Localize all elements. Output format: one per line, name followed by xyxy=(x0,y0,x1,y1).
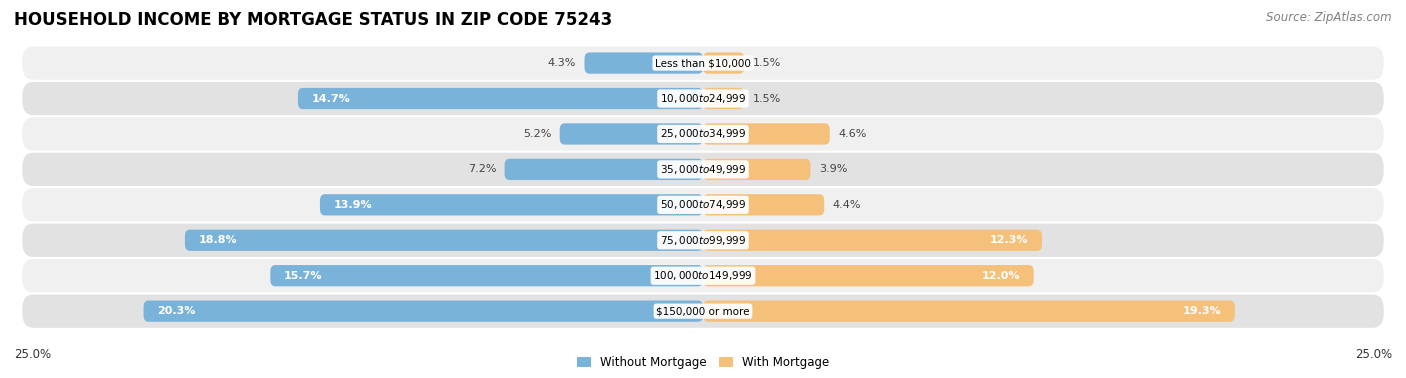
Text: $35,000 to $49,999: $35,000 to $49,999 xyxy=(659,163,747,176)
FancyBboxPatch shape xyxy=(703,194,824,215)
Text: 18.8%: 18.8% xyxy=(198,235,238,245)
Text: 15.7%: 15.7% xyxy=(284,271,322,281)
FancyBboxPatch shape xyxy=(298,88,703,109)
FancyBboxPatch shape xyxy=(703,123,830,145)
Text: 3.9%: 3.9% xyxy=(818,164,848,174)
Text: HOUSEHOLD INCOME BY MORTGAGE STATUS IN ZIP CODE 75243: HOUSEHOLD INCOME BY MORTGAGE STATUS IN Z… xyxy=(14,11,612,29)
Text: 5.2%: 5.2% xyxy=(523,129,551,139)
Text: 1.5%: 1.5% xyxy=(752,93,780,104)
Text: $25,000 to $34,999: $25,000 to $34,999 xyxy=(659,127,747,141)
FancyBboxPatch shape xyxy=(22,117,1384,150)
FancyBboxPatch shape xyxy=(143,301,703,322)
FancyBboxPatch shape xyxy=(703,53,744,74)
Text: $75,000 to $99,999: $75,000 to $99,999 xyxy=(659,234,747,247)
FancyBboxPatch shape xyxy=(186,230,703,251)
Text: 1.5%: 1.5% xyxy=(752,58,780,68)
Text: 19.3%: 19.3% xyxy=(1182,306,1220,316)
FancyBboxPatch shape xyxy=(505,159,703,180)
Text: $150,000 or more: $150,000 or more xyxy=(657,306,749,316)
Text: 4.6%: 4.6% xyxy=(838,129,866,139)
FancyBboxPatch shape xyxy=(321,194,703,215)
Text: 12.3%: 12.3% xyxy=(990,235,1028,245)
Text: $50,000 to $74,999: $50,000 to $74,999 xyxy=(659,198,747,211)
Text: Less than $10,000: Less than $10,000 xyxy=(655,58,751,68)
Text: Source: ZipAtlas.com: Source: ZipAtlas.com xyxy=(1267,11,1392,24)
FancyBboxPatch shape xyxy=(270,265,703,287)
Text: 25.0%: 25.0% xyxy=(1355,349,1392,361)
FancyBboxPatch shape xyxy=(22,82,1384,115)
Text: 4.3%: 4.3% xyxy=(548,58,576,68)
FancyBboxPatch shape xyxy=(703,88,744,109)
FancyBboxPatch shape xyxy=(703,301,1234,322)
FancyBboxPatch shape xyxy=(22,294,1384,328)
Text: 4.4%: 4.4% xyxy=(832,200,860,210)
FancyBboxPatch shape xyxy=(703,230,1042,251)
FancyBboxPatch shape xyxy=(22,259,1384,292)
FancyBboxPatch shape xyxy=(703,159,810,180)
FancyBboxPatch shape xyxy=(22,153,1384,186)
FancyBboxPatch shape xyxy=(560,123,703,145)
Text: $100,000 to $149,999: $100,000 to $149,999 xyxy=(654,269,752,282)
Text: 7.2%: 7.2% xyxy=(468,164,496,174)
Legend: Without Mortgage, With Mortgage: Without Mortgage, With Mortgage xyxy=(572,352,834,374)
Text: 12.0%: 12.0% xyxy=(981,271,1019,281)
Text: 14.7%: 14.7% xyxy=(312,93,350,104)
FancyBboxPatch shape xyxy=(585,53,703,74)
Text: 13.9%: 13.9% xyxy=(333,200,373,210)
FancyBboxPatch shape xyxy=(22,188,1384,222)
FancyBboxPatch shape xyxy=(703,265,1033,287)
FancyBboxPatch shape xyxy=(22,224,1384,257)
Text: 25.0%: 25.0% xyxy=(14,349,51,361)
Text: $10,000 to $24,999: $10,000 to $24,999 xyxy=(659,92,747,105)
FancyBboxPatch shape xyxy=(22,46,1384,80)
Text: 20.3%: 20.3% xyxy=(157,306,195,316)
